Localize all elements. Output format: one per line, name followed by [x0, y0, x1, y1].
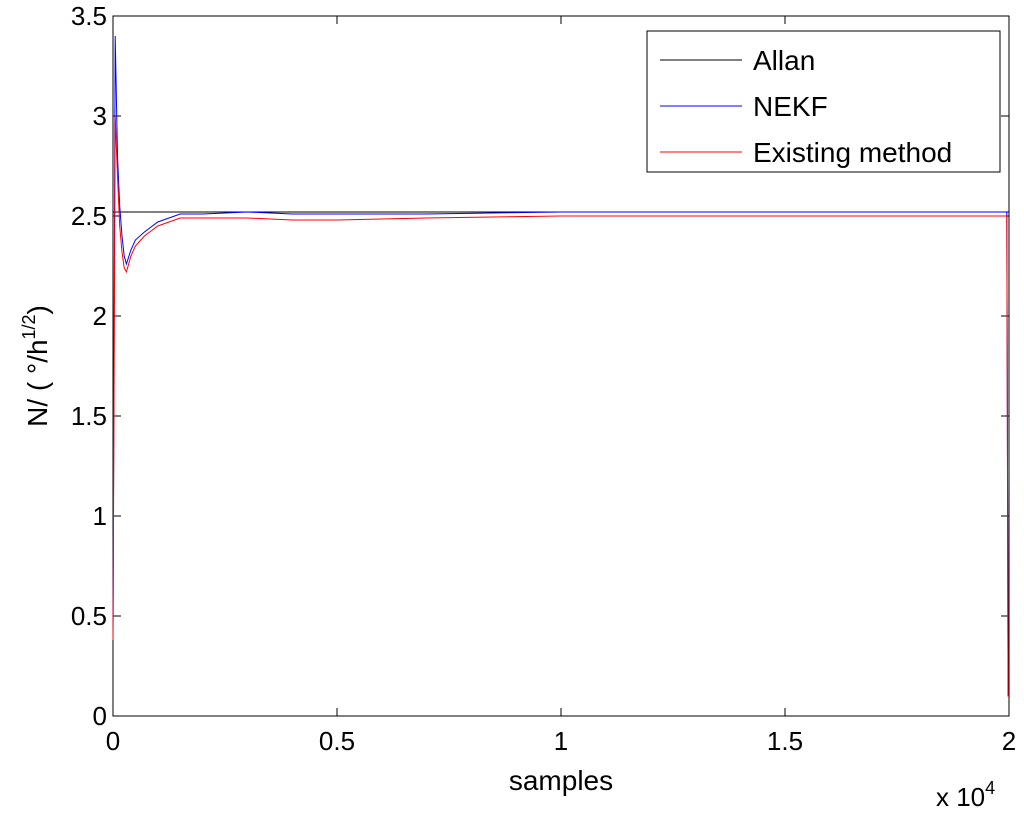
x-tick-label: 2: [1002, 726, 1016, 756]
y-tick-label: 2: [93, 301, 107, 331]
y-axis-label: N/ ( °/h1/2): [19, 305, 53, 427]
series-line: [112, 115, 1009, 697]
y-tick-label: 1: [93, 501, 107, 531]
legend: Allan NEKF Existing method: [646, 30, 1001, 173]
y-tick-label: 0: [93, 701, 107, 731]
y-tick-label: 2.5: [71, 201, 107, 231]
x-axis-label: samples: [509, 765, 613, 796]
legend-label: Allan: [753, 45, 815, 76]
y-tick-label: 1.5: [71, 401, 107, 431]
x-tick-label: 0: [106, 726, 120, 756]
y-tick-label: 3.5: [71, 1, 107, 31]
legend-label: Existing method: [753, 137, 952, 168]
series-lines: [112, 35, 1009, 697]
x-tick-label: 1: [554, 726, 568, 756]
y-tick-label: 3: [93, 101, 107, 131]
series-line: [112, 35, 1009, 697]
y-tick-label: 0.5: [71, 601, 107, 631]
x-axis-multiplier: x 104: [936, 778, 995, 812]
axis-ticks: 0 0.5 1 1.5 2 0 0.5 1 1.5 2 2.5 3 3.5: [71, 1, 1016, 756]
x-tick-label: 0.5: [319, 726, 355, 756]
x-tick-label: 1.5: [767, 726, 803, 756]
legend-label: NEKF: [753, 91, 828, 122]
legend-box: [646, 30, 1001, 173]
